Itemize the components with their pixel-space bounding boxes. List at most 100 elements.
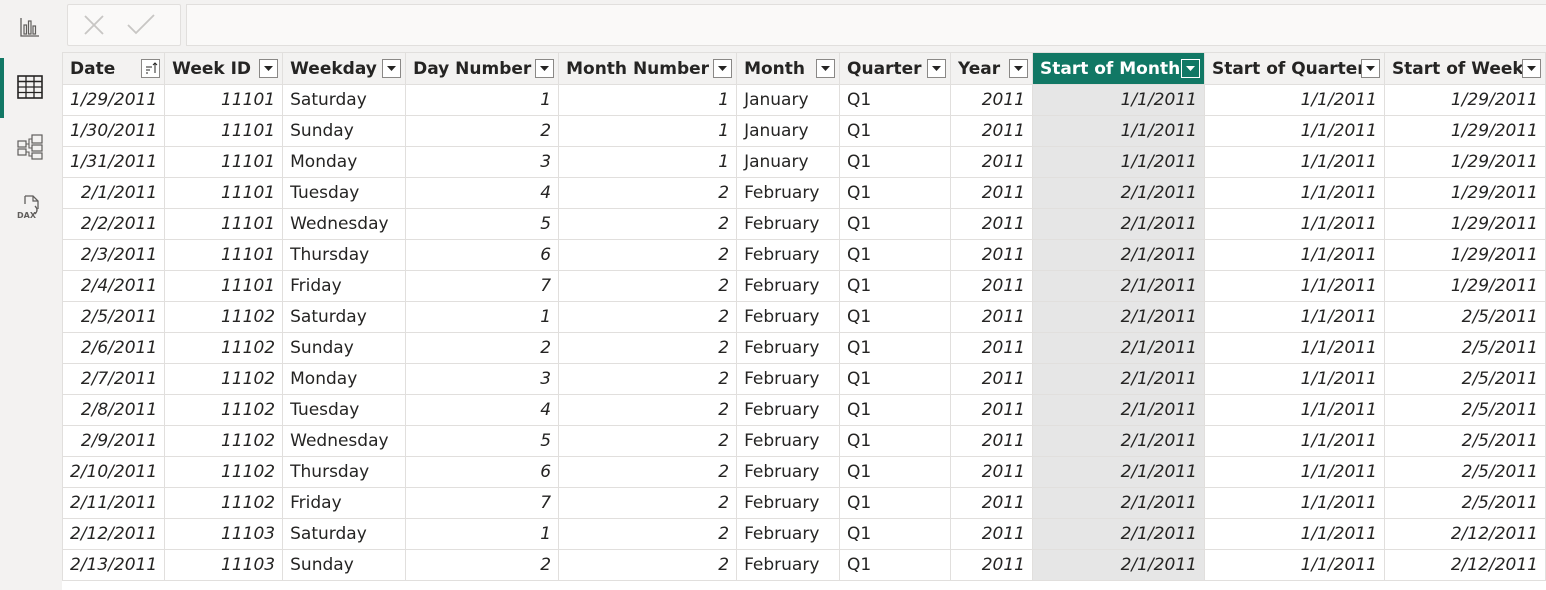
cell-start-of-month[interactable]: 2/1/2011 (1031, 549, 1205, 581)
cell-day-number[interactable]: 1 (405, 84, 560, 116)
filter-dropdown-button[interactable] (713, 59, 733, 78)
cell-day-number[interactable]: 4 (405, 394, 560, 426)
cell-month[interactable]: January (736, 115, 841, 147)
cell-start-of-month[interactable]: 2/1/2011 (1031, 208, 1205, 240)
cell-start-of-quarter[interactable]: 1/1/2011 (1203, 363, 1385, 395)
cell-start-of-month[interactable]: 2/1/2011 (1031, 456, 1205, 488)
cell-date[interactable]: 2/4/2011 (62, 270, 166, 302)
cell-day-number[interactable]: 2 (405, 549, 560, 581)
cell-quarter[interactable]: Q1 (839, 332, 952, 364)
cell-start-of-month[interactable]: 2/1/2011 (1031, 394, 1205, 426)
cell-start-of-week[interactable]: 2/12/2011 (1383, 549, 1546, 581)
cell-year[interactable]: 2011 (950, 239, 1033, 271)
cell-day-number[interactable]: 4 (405, 177, 560, 209)
cell-year[interactable]: 2011 (950, 363, 1033, 395)
cell-quarter[interactable]: Q1 (839, 239, 952, 271)
cell-month-number[interactable]: 1 (558, 84, 738, 116)
cell-start-of-month[interactable]: 2/1/2011 (1031, 425, 1205, 457)
column-header-start-of-week[interactable]: Start of Week (1383, 52, 1546, 85)
cell-month-number[interactable]: 2 (558, 270, 738, 302)
cell-weekday[interactable]: Saturday (282, 518, 407, 550)
cell-week-id[interactable]: 11102 (164, 425, 284, 457)
cell-quarter[interactable]: Q1 (839, 425, 952, 457)
cell-weekday[interactable]: Sunday (282, 549, 407, 581)
cell-start-of-quarter[interactable]: 1/1/2011 (1203, 456, 1385, 488)
filter-dropdown-button[interactable] (1008, 59, 1028, 78)
cell-date[interactable]: 1/29/2011 (62, 84, 166, 116)
cell-start-of-week[interactable]: 1/29/2011 (1383, 208, 1546, 240)
cell-year[interactable]: 2011 (950, 394, 1033, 426)
cancel-edit-button[interactable] (82, 13, 106, 37)
column-header-weekday[interactable]: Weekday (282, 52, 407, 85)
cell-day-number[interactable]: 2 (405, 332, 560, 364)
cell-start-of-week[interactable]: 1/29/2011 (1383, 177, 1546, 209)
cell-month[interactable]: February (736, 425, 841, 457)
cell-weekday[interactable]: Saturday (282, 84, 407, 116)
cell-month[interactable]: February (736, 270, 841, 302)
cell-quarter[interactable]: Q1 (839, 363, 952, 395)
cell-month[interactable]: February (736, 549, 841, 581)
cell-weekday[interactable]: Thursday (282, 239, 407, 271)
cell-start-of-month[interactable]: 1/1/2011 (1031, 115, 1205, 147)
column-header-start-of-quarter[interactable]: Start of Quarter (1203, 52, 1385, 85)
cell-week-id[interactable]: 11102 (164, 456, 284, 488)
cell-date[interactable]: 2/13/2011 (62, 549, 166, 581)
cell-month-number[interactable]: 2 (558, 394, 738, 426)
commit-edit-button[interactable] (126, 13, 156, 37)
cell-week-id[interactable]: 11101 (164, 208, 284, 240)
cell-weekday[interactable]: Friday (282, 270, 407, 302)
cell-start-of-month[interactable]: 2/1/2011 (1031, 363, 1205, 395)
cell-quarter[interactable]: Q1 (839, 270, 952, 302)
cell-day-number[interactable]: 1 (405, 518, 560, 550)
cell-start-of-quarter[interactable]: 1/1/2011 (1203, 425, 1385, 457)
cell-start-of-week[interactable]: 2/12/2011 (1383, 518, 1546, 550)
cell-start-of-week[interactable]: 2/5/2011 (1383, 394, 1546, 426)
cell-day-number[interactable]: 3 (405, 363, 560, 395)
cell-day-number[interactable]: 7 (405, 270, 560, 302)
cell-weekday[interactable]: Sunday (282, 332, 407, 364)
cell-weekday[interactable]: Monday (282, 363, 407, 395)
filter-dropdown-button[interactable] (535, 59, 555, 78)
dax-query-view-button[interactable]: DAX (0, 180, 60, 234)
sort-ascending-button[interactable] (141, 59, 161, 78)
cell-day-number[interactable]: 6 (405, 239, 560, 271)
cell-month-number[interactable]: 2 (558, 549, 738, 581)
cell-month[interactable]: February (736, 177, 841, 209)
formula-input[interactable] (186, 4, 1546, 46)
column-header-date[interactable]: Date (62, 52, 166, 85)
cell-start-of-week[interactable]: 1/29/2011 (1383, 115, 1546, 147)
cell-day-number[interactable]: 5 (405, 208, 560, 240)
cell-month-number[interactable]: 2 (558, 208, 738, 240)
cell-start-of-month[interactable]: 2/1/2011 (1031, 301, 1205, 333)
cell-year[interactable]: 2011 (950, 270, 1033, 302)
cell-month-number[interactable]: 2 (558, 456, 738, 488)
cell-week-id[interactable]: 11102 (164, 301, 284, 333)
cell-start-of-week[interactable]: 2/5/2011 (1383, 487, 1546, 519)
cell-date[interactable]: 2/10/2011 (62, 456, 166, 488)
cell-year[interactable]: 2011 (950, 518, 1033, 550)
cell-start-of-quarter[interactable]: 1/1/2011 (1203, 301, 1385, 333)
cell-month-number[interactable]: 2 (558, 518, 738, 550)
cell-quarter[interactable]: Q1 (839, 518, 952, 550)
column-header-month[interactable]: Month (736, 52, 841, 85)
cell-month-number[interactable]: 2 (558, 177, 738, 209)
cell-start-of-week[interactable]: 2/5/2011 (1383, 456, 1546, 488)
cell-quarter[interactable]: Q1 (839, 146, 952, 178)
cell-week-id[interactable]: 11102 (164, 363, 284, 395)
cell-start-of-quarter[interactable]: 1/1/2011 (1203, 487, 1385, 519)
cell-day-number[interactable]: 5 (405, 425, 560, 457)
cell-year[interactable]: 2011 (950, 456, 1033, 488)
filter-dropdown-button[interactable] (1522, 59, 1541, 78)
cell-start-of-quarter[interactable]: 1/1/2011 (1203, 518, 1385, 550)
cell-day-number[interactable]: 3 (405, 146, 560, 178)
cell-month[interactable]: February (736, 456, 841, 488)
cell-date[interactable]: 2/7/2011 (62, 363, 166, 395)
filter-dropdown-button[interactable] (259, 59, 279, 78)
cell-week-id[interactable]: 11103 (164, 518, 284, 550)
column-header-start-of-month[interactable]: Start of Month (1031, 52, 1205, 85)
cell-date[interactable]: 2/5/2011 (62, 301, 166, 333)
cell-date[interactable]: 2/2/2011 (62, 208, 166, 240)
cell-week-id[interactable]: 11101 (164, 239, 284, 271)
cell-date[interactable]: 2/3/2011 (62, 239, 166, 271)
cell-month[interactable]: February (736, 239, 841, 271)
